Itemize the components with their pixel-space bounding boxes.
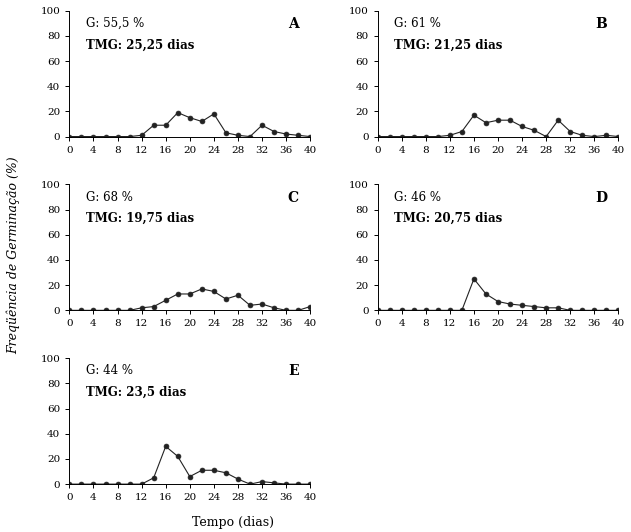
Text: A: A bbox=[288, 17, 298, 31]
Text: C: C bbox=[288, 190, 299, 205]
Text: TMG: 19,75 dias: TMG: 19,75 dias bbox=[86, 212, 194, 225]
Text: E: E bbox=[288, 364, 298, 378]
Text: D: D bbox=[596, 190, 608, 205]
Text: TMG: 20,75 dias: TMG: 20,75 dias bbox=[394, 212, 503, 225]
Text: G: 61 %: G: 61 % bbox=[394, 17, 441, 30]
Text: G: 55,5 %: G: 55,5 % bbox=[86, 17, 144, 30]
Text: G: 44 %: G: 44 % bbox=[86, 364, 133, 378]
Text: G: 68 %: G: 68 % bbox=[86, 190, 133, 204]
Text: TMG: 23,5 dias: TMG: 23,5 dias bbox=[86, 386, 187, 399]
Text: B: B bbox=[596, 17, 608, 31]
Text: TMG: 25,25 dias: TMG: 25,25 dias bbox=[86, 38, 194, 52]
Text: Tempo (dias): Tempo (dias) bbox=[192, 517, 274, 529]
Text: Freqüência de Germinação (%): Freqüência de Germinação (%) bbox=[7, 156, 21, 354]
Text: G: 46 %: G: 46 % bbox=[394, 190, 442, 204]
Text: TMG: 21,25 dias: TMG: 21,25 dias bbox=[394, 38, 503, 52]
